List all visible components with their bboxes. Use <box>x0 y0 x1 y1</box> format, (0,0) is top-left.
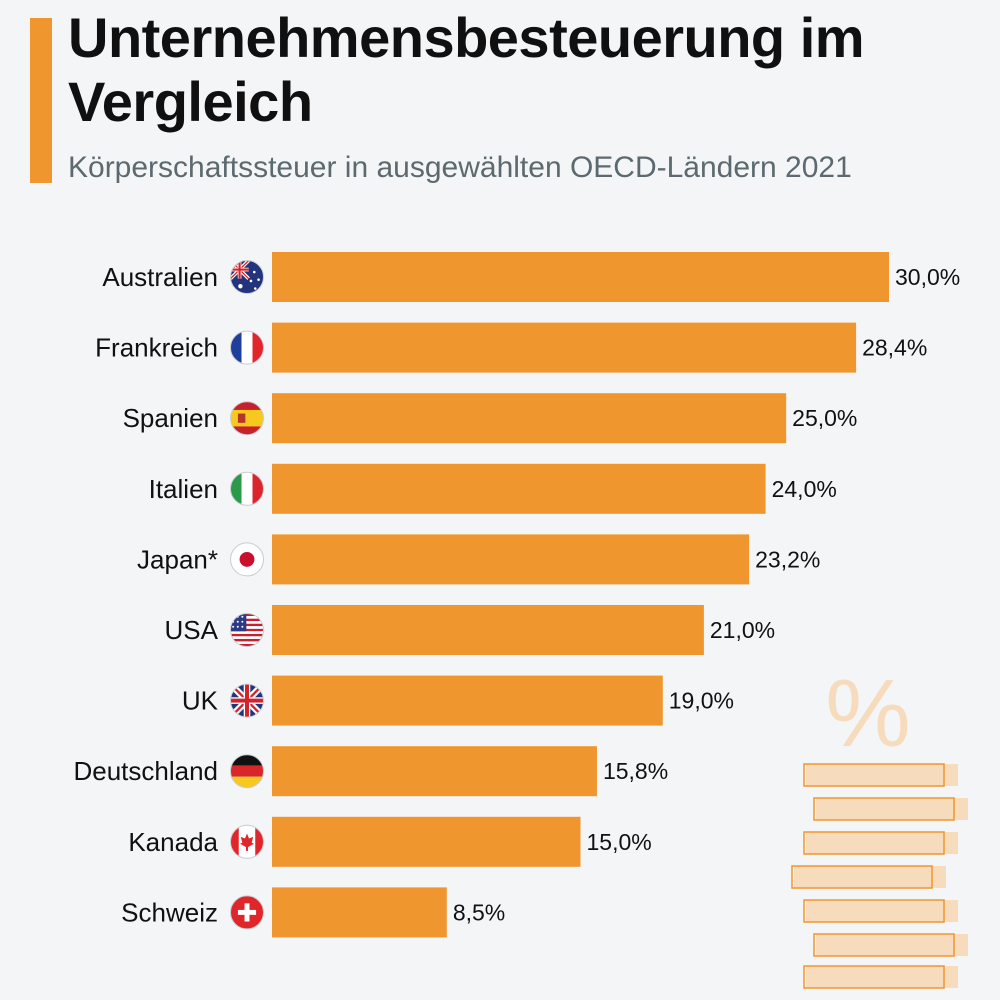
canada-flag-icon <box>230 824 264 859</box>
category-label: Schweiz <box>121 897 218 927</box>
category-label: Australien <box>102 262 218 292</box>
value-label: 21,0% <box>710 617 775 643</box>
category-label: Japan* <box>137 544 218 574</box>
spain-flag-icon <box>230 401 264 436</box>
bar <box>272 463 766 514</box>
category-label: Deutschland <box>73 756 218 786</box>
value-label: 28,4% <box>862 335 927 361</box>
category-label: UK <box>182 686 219 716</box>
chart-subtitle: Körperschaftssteuer in ausgewählten OECD… <box>68 151 852 184</box>
value-label: 30,0% <box>895 264 960 290</box>
bar <box>272 605 704 655</box>
value-label: 15,0% <box>587 829 652 855</box>
bar <box>272 887 447 938</box>
japan-flag-icon <box>230 542 264 577</box>
germany-flag-icon <box>230 754 264 789</box>
italy-flag-icon <box>230 471 264 506</box>
coin-stack-decoration <box>791 763 968 989</box>
usa-flag-icon <box>230 613 264 647</box>
percent-decoration: % <box>791 660 968 989</box>
value-label: 24,0% <box>772 476 837 502</box>
value-label: 23,2% <box>755 546 820 572</box>
value-label: 19,0% <box>669 688 734 714</box>
bar <box>272 393 787 444</box>
bar-chart: 30,0% Australien 28,4% Frankreich 25,0% Spani… <box>73 252 960 938</box>
chart-title: Unternehmensbesteuerung im Vergleich <box>68 6 865 133</box>
bar <box>272 534 750 585</box>
uk-flag-icon <box>230 683 264 718</box>
australia-flag-icon <box>230 260 264 294</box>
category-label: Spanien <box>123 403 218 433</box>
value-label: 8,5% <box>453 899 505 925</box>
bar <box>272 675 663 726</box>
category-label: Kanada <box>128 827 218 857</box>
bar <box>272 252 889 302</box>
value-label: 25,0% <box>792 405 857 431</box>
bar <box>272 746 597 797</box>
switzerland-flag-icon <box>230 895 264 930</box>
category-label: USA <box>165 615 219 645</box>
category-label: Frankreich <box>95 333 218 363</box>
category-label: Italien <box>149 474 218 504</box>
bar <box>272 816 581 867</box>
title-accent-bar <box>30 18 52 183</box>
france-flag-icon <box>230 330 264 365</box>
bar <box>272 322 857 373</box>
percent-sign-decoration: % <box>825 660 910 767</box>
value-label: 15,8% <box>603 758 668 784</box>
